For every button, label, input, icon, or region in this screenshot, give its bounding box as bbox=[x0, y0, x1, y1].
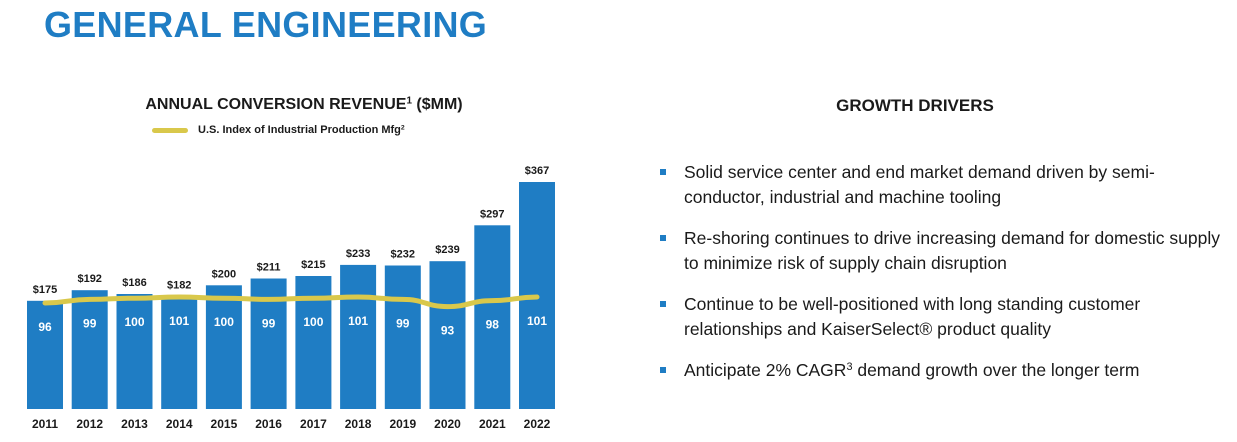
revenue-bar bbox=[429, 261, 466, 409]
growth-driver-text: Continue to be well-positioned with long… bbox=[684, 294, 1141, 339]
labels-layer: $175 2011 $192 2012 $186 2013 $182 2014 $200 2015… bbox=[32, 165, 551, 431]
growth-driver-item: Anticipate 2% CAGR3 demand growth over t… bbox=[660, 358, 1220, 383]
x-tick-label: 2011 bbox=[32, 417, 58, 431]
bar-value-label: $186 bbox=[122, 277, 146, 289]
revenue-bar bbox=[116, 294, 153, 409]
bar-value-label: $192 bbox=[77, 273, 101, 285]
x-tick-label: 2014 bbox=[166, 417, 193, 431]
x-tick-label: 2022 bbox=[524, 417, 551, 431]
growth-driver-text: Solid service center and end market dema… bbox=[684, 162, 1155, 207]
growth-driver-item: Continue to be well-positioned with long… bbox=[660, 292, 1220, 342]
growth-driver-item: Solid service center and end market dema… bbox=[660, 160, 1220, 210]
bar-value-label: $215 bbox=[301, 259, 325, 271]
square-bullet-icon bbox=[660, 367, 666, 373]
page-title: GENERAL ENGINEERING bbox=[44, 4, 488, 45]
chart-title-footnote: 1 bbox=[406, 95, 412, 107]
legend-label: U.S. Index of Industrial Production Mfg2 bbox=[198, 124, 405, 136]
x-tick-label: 2016 bbox=[255, 417, 282, 431]
growth-driver-text-post: demand growth over the longer term bbox=[852, 360, 1140, 380]
revenue-bar bbox=[161, 296, 198, 409]
index-value-label: 101 bbox=[169, 314, 189, 328]
index-line bbox=[42, 294, 540, 310]
legend-label-text: U.S. Index of Industrial Production Mfg bbox=[198, 124, 401, 136]
bar-value-label: $239 bbox=[435, 244, 459, 256]
index-value-label: 99 bbox=[83, 316, 97, 330]
chart-title-suffix: ($MM) bbox=[411, 96, 463, 113]
index-value-label: 101 bbox=[527, 314, 547, 328]
index-value-label: 101 bbox=[348, 314, 368, 328]
growth-driver-footnote: 3 bbox=[846, 361, 853, 374]
x-tick-label: 2013 bbox=[121, 417, 148, 431]
index-value-label: 100 bbox=[214, 315, 234, 329]
revenue-bar bbox=[71, 290, 108, 409]
index-line-layer bbox=[42, 294, 540, 310]
bar-value-label: $297 bbox=[480, 208, 504, 220]
x-tick-label: 2015 bbox=[211, 417, 238, 431]
growth-driver-text: Re-shoring continues to drive increasing… bbox=[684, 228, 1220, 273]
index-value-label: 96 bbox=[38, 320, 52, 334]
square-bullet-icon bbox=[660, 235, 666, 241]
revenue-bar bbox=[384, 265, 421, 409]
bar-value-label: $175 bbox=[33, 284, 57, 296]
bars-layer bbox=[27, 182, 555, 409]
x-tick-label: 2019 bbox=[389, 417, 416, 431]
growth-drivers-title: GROWTH DRIVERS bbox=[836, 96, 994, 115]
index-value-label: 100 bbox=[124, 315, 144, 329]
square-bullet-icon bbox=[660, 301, 666, 307]
square-bullet-icon bbox=[660, 169, 666, 175]
growth-driver-text: Anticipate 2% CAGR3 demand growth over t… bbox=[684, 360, 1139, 380]
revenue-bar bbox=[340, 264, 377, 409]
x-tick-label: 2018 bbox=[345, 417, 372, 431]
bar-value-label: $367 bbox=[525, 165, 549, 177]
growth-driver-item: Re-shoring continues to drive increasing… bbox=[660, 226, 1220, 276]
revenue-bar bbox=[27, 300, 63, 409]
x-tick-label: 2020 bbox=[434, 417, 461, 431]
chart-title: ANNUAL CONVERSION REVENUE1 ($MM) bbox=[20, 96, 588, 114]
chart-legend: U.S. Index of Industrial Production Mfg2 bbox=[152, 124, 405, 136]
bar-value-label: $182 bbox=[167, 279, 191, 291]
growth-driver-text-pre: Anticipate 2% CAGR bbox=[684, 360, 847, 380]
index-value-label: 100 bbox=[303, 315, 323, 329]
index-value-label: 93 bbox=[441, 324, 455, 338]
x-tick-label: 2021 bbox=[479, 417, 506, 431]
legend-footnote: 2 bbox=[400, 124, 405, 132]
revenue-bar bbox=[474, 225, 511, 409]
index-value-label: 98 bbox=[486, 318, 500, 332]
bar-value-label: $211 bbox=[257, 262, 281, 274]
bar-value-label: $232 bbox=[391, 249, 415, 261]
index-value-label: 99 bbox=[396, 316, 410, 330]
revenue-bar bbox=[205, 285, 242, 409]
chart-title-main: ANNUAL CONVERSION REVENUE bbox=[145, 96, 407, 113]
x-tick-label: 2017 bbox=[300, 417, 327, 431]
x-tick-label: 2012 bbox=[76, 417, 103, 431]
index-value-label: 99 bbox=[262, 316, 276, 330]
bar-value-label: $233 bbox=[346, 248, 370, 260]
revenue-bar-chart: $175 2011 $192 2012 $186 2013 $182 2014 $200 2015… bbox=[27, 165, 555, 431]
legend-line-swatch bbox=[152, 127, 188, 133]
bar-value-label: $200 bbox=[212, 268, 236, 280]
growth-drivers-list: Solid service center and end market dema… bbox=[660, 160, 1220, 399]
